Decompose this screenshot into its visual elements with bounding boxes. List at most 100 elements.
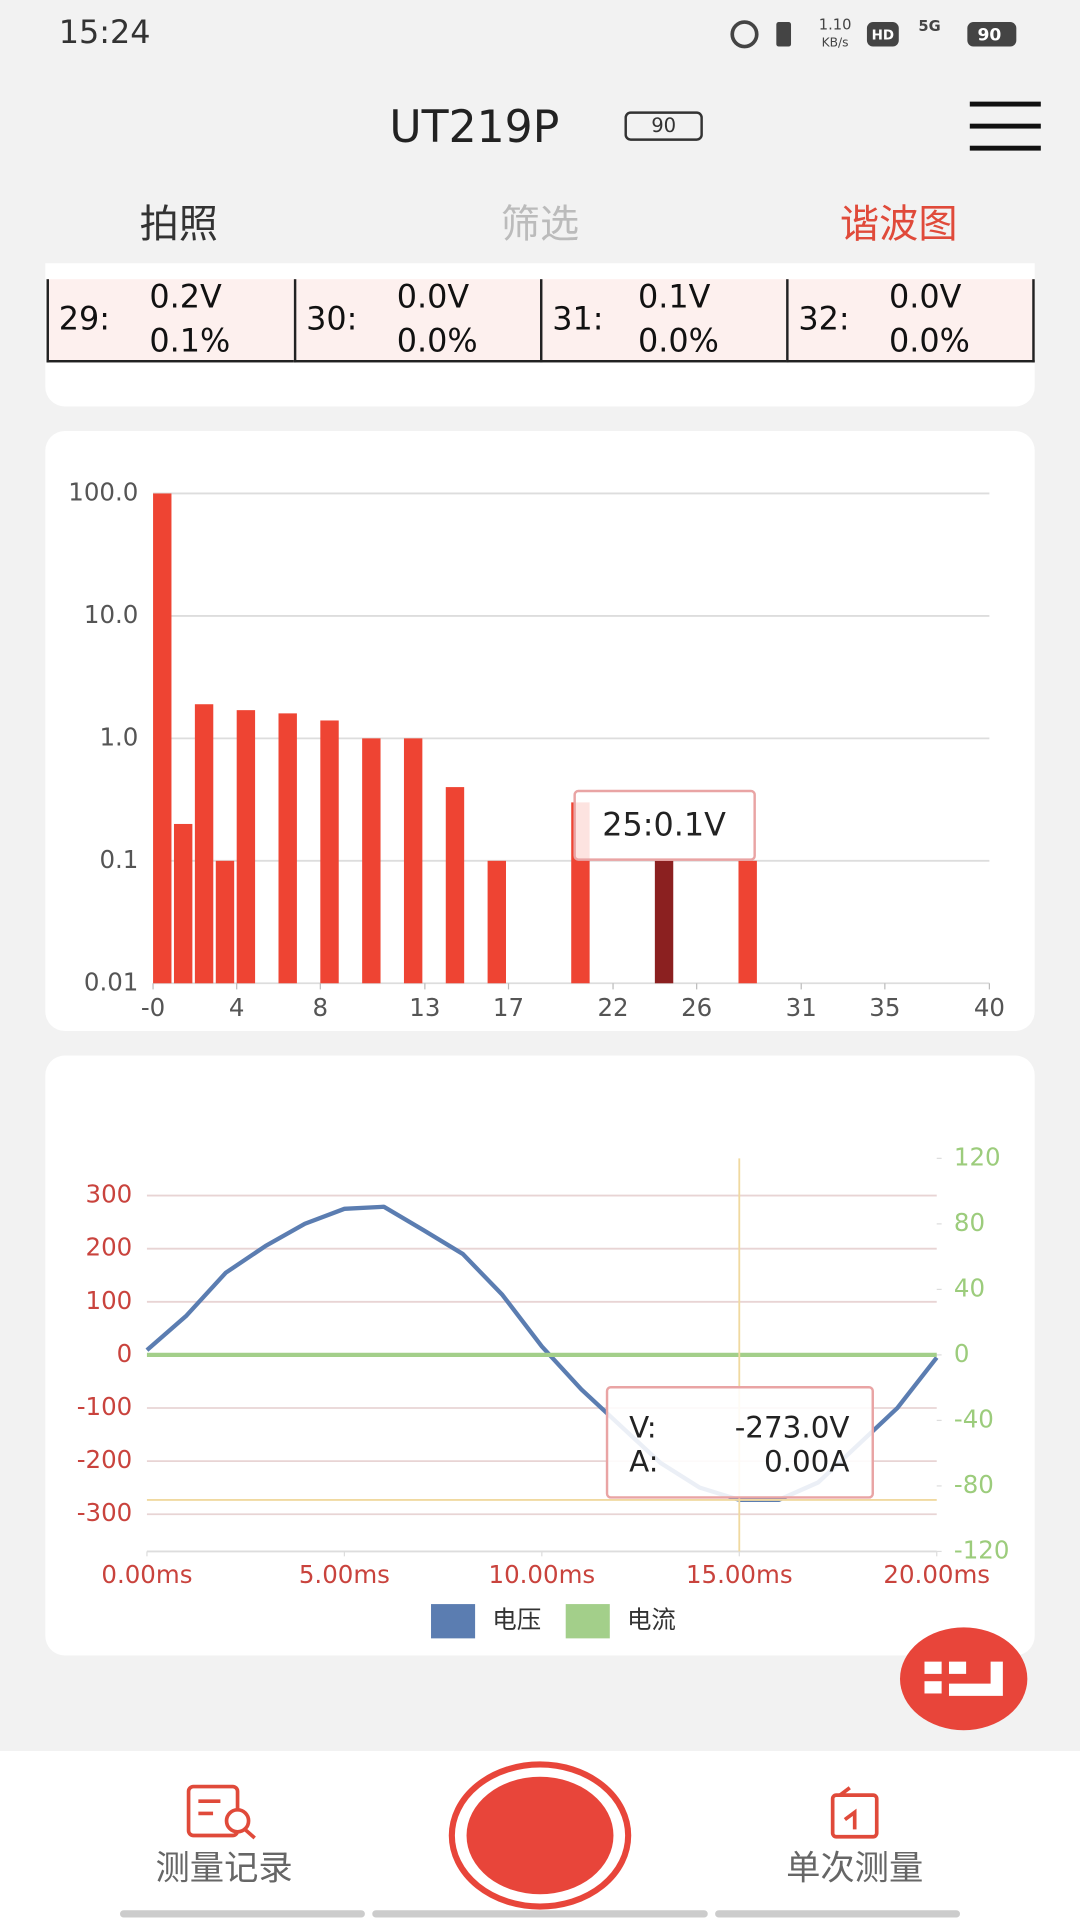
- harmonic-voltage: 0.0V: [888, 279, 962, 316]
- harmonic-index: 31:: [552, 301, 604, 338]
- tooltip-text: 25:0.1V: [602, 806, 726, 844]
- x-tick-label: 8: [313, 993, 329, 1022]
- y-tick-label: 0: [117, 1339, 133, 1368]
- table-cell: 31: 0.1V 0.0%: [540, 279, 787, 363]
- menu-line: [969, 145, 1041, 151]
- measure-button[interactable]: [448, 1761, 632, 1910]
- y-tick-label: 300: [86, 1180, 133, 1209]
- nav-indicator: [715, 1910, 960, 1918]
- y2-tick-label: -80: [954, 1470, 994, 1499]
- harmonic-voltage: 0.2V: [149, 279, 222, 316]
- bar: [738, 860, 757, 984]
- table-cell: 29: 0.2V 0.1%: [46, 279, 294, 363]
- tab[interactable]: 筛选: [500, 200, 580, 248]
- bar: [194, 704, 214, 984]
- x-tick-label: -0: [141, 993, 165, 1022]
- bar: [403, 738, 423, 984]
- nav-indicator: [120, 1910, 365, 1918]
- x-tick-label: 20.00ms: [883, 1560, 990, 1589]
- legend-label: 电压: [492, 1605, 541, 1634]
- y-tick-label: 200: [86, 1233, 133, 1262]
- icon-handle: [243, 1828, 256, 1840]
- table-cell: 32: 0.0V 0.0%: [786, 279, 1035, 363]
- menu-line: [969, 123, 1041, 129]
- y-tick-label: 100.0: [68, 477, 138, 506]
- legend-label: 电流: [627, 1605, 676, 1634]
- x-tick-label: 31: [786, 993, 817, 1022]
- bar: [362, 738, 381, 984]
- floating-button-bg: [900, 1627, 1028, 1731]
- harmonic-voltage: 0.0V: [396, 279, 470, 316]
- device-battery: 90: [624, 111, 703, 141]
- bar: [153, 493, 172, 984]
- battery-level: 90: [977, 26, 1001, 46]
- bar: [236, 710, 256, 984]
- bar: [215, 860, 235, 984]
- y2-tick-label: 80: [954, 1208, 985, 1237]
- x-tick-label: 5.00ms: [299, 1560, 390, 1589]
- status-time: 15:24: [58, 14, 151, 52]
- x-tick-label: 4: [229, 993, 245, 1022]
- tab-active[interactable]: 谐波图: [839, 200, 958, 248]
- status-icons: 1.10 KB/s HD 5G 90: [730, 17, 1017, 49]
- tooltip-value: 0.00A: [764, 1445, 850, 1479]
- button-glyph: [948, 1661, 1003, 1696]
- harmonic-percent: 0.0%: [888, 323, 970, 360]
- battery-icon: [967, 22, 1017, 47]
- y-tick-label: 0.1: [99, 845, 138, 874]
- bar: [278, 713, 297, 984]
- harmonic-voltage: 0.1V: [637, 279, 711, 316]
- x-tick-label: 0.00ms: [101, 1560, 192, 1589]
- legend-swatch: [431, 1604, 476, 1639]
- icon-lens: [224, 1807, 251, 1834]
- x-tick-label: 10.00ms: [489, 1560, 596, 1589]
- button-glyph: [924, 1681, 942, 1694]
- harmonic-index: 29:: [58, 301, 111, 338]
- tooltip-box: [605, 1386, 874, 1499]
- harmonic-percent: 0.0%: [396, 323, 478, 360]
- y2-tick-label: -120: [954, 1535, 1010, 1564]
- y2-tick-label: -40: [954, 1404, 994, 1433]
- nav-label[interactable]: 单次测量: [786, 1847, 924, 1889]
- y2-tick-label: 40: [954, 1273, 985, 1302]
- tooltip-label: A:: [629, 1445, 658, 1479]
- x-tick-label: 22: [597, 993, 628, 1022]
- y-tick-label: 1.0: [99, 722, 138, 751]
- tab[interactable]: 拍照: [139, 200, 218, 248]
- button-core: [466, 1776, 614, 1895]
- bar: [320, 720, 339, 984]
- hd-label: HD: [872, 29, 894, 44]
- x-tick-label: 26: [681, 993, 712, 1022]
- single-icon[interactable]: [828, 1785, 884, 1841]
- x-tick-label: 35: [869, 993, 900, 1022]
- harmonic-index: 30:: [306, 301, 358, 338]
- y-tick-label: -100: [77, 1392, 133, 1421]
- alarm-icon: [730, 20, 759, 49]
- y-tick-label: 0.01: [84, 967, 138, 996]
- x-tick-label: 13: [409, 993, 440, 1022]
- y-tick-label: -200: [77, 1445, 133, 1474]
- bar: [445, 787, 465, 984]
- button-glyph: [948, 1661, 967, 1674]
- network-label: 5G: [918, 18, 940, 35]
- records-icon[interactable]: [184, 1782, 265, 1843]
- net-speed-unit: KB/s: [822, 35, 849, 49]
- hd-badge: [866, 22, 899, 47]
- legend-swatch: [565, 1604, 610, 1639]
- harmonic-percent: 0.0%: [637, 323, 719, 360]
- harmonic-index: 32:: [798, 301, 850, 338]
- floating-button[interactable]: [898, 1625, 1030, 1735]
- nav-indicator: [372, 1910, 708, 1918]
- y-tick-label: 10.0: [84, 600, 138, 629]
- y-tick-label: 100: [86, 1286, 133, 1315]
- menu-button[interactable]: [967, 98, 1043, 157]
- x-tick-label: 40: [974, 993, 1005, 1022]
- y2-tick-label: 120: [954, 1142, 1001, 1171]
- net-speed: 1.10: [819, 17, 852, 34]
- nav-label[interactable]: 测量记录: [155, 1847, 293, 1889]
- icon-frame: [830, 1793, 879, 1839]
- bar: [654, 860, 674, 984]
